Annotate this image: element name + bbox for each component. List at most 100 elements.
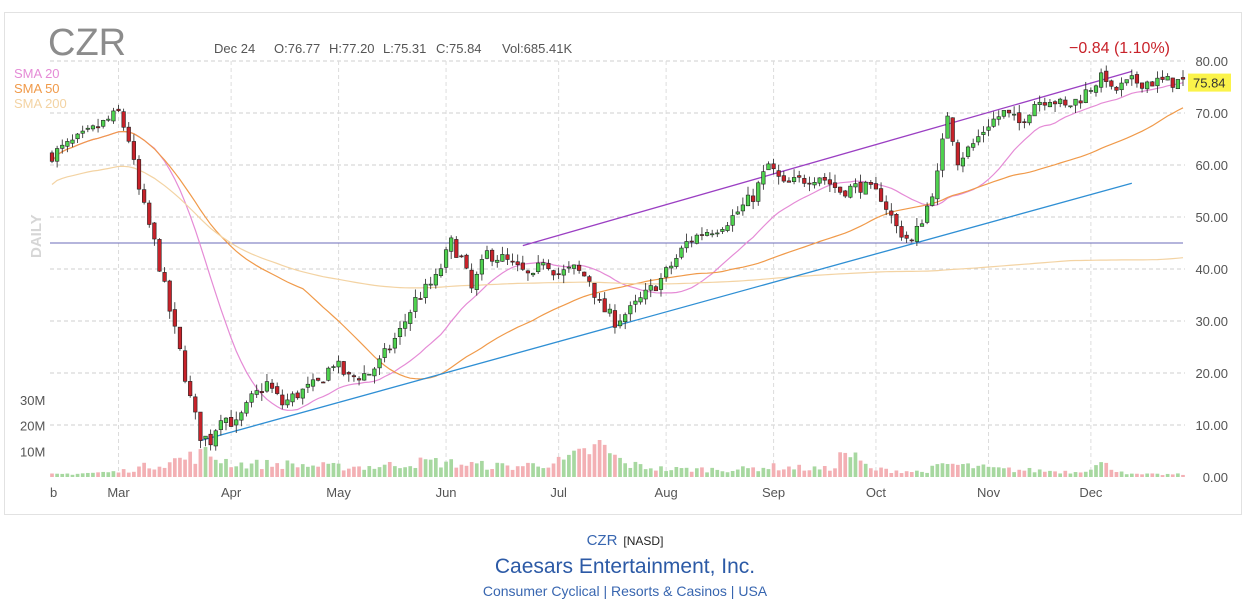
candle-up (674, 258, 679, 267)
price-tick-label: 20.00 (1195, 366, 1228, 381)
volume-bar (577, 448, 581, 477)
candle (469, 263, 474, 294)
volume-bar (147, 468, 152, 477)
candle (735, 206, 740, 216)
candle (65, 138, 70, 153)
month-label: b (50, 485, 57, 500)
volume-bar (817, 469, 822, 477)
candle-up (223, 417, 229, 423)
volume-bar (490, 469, 494, 477)
candle (459, 254, 464, 258)
candle (300, 388, 305, 405)
volume-bar (60, 473, 65, 477)
candle-up (965, 146, 971, 157)
volume-bar (70, 474, 75, 477)
footer-company-name[interactable]: Caesars Entertainment, Inc. (494, 555, 756, 578)
candle-up (362, 373, 367, 381)
candle-up (433, 274, 438, 286)
candle (234, 411, 239, 433)
candle-up (704, 232, 710, 236)
candle (126, 122, 131, 144)
candle-up (725, 225, 730, 231)
candle-down (587, 276, 592, 282)
volume-bar (75, 473, 80, 477)
volume-bar (362, 469, 367, 477)
candle (408, 309, 413, 331)
month-label: Sep (762, 485, 785, 500)
price-tick-label: 50.00 (1195, 210, 1228, 225)
candle-up (443, 249, 449, 268)
candle (884, 195, 889, 216)
candle (316, 377, 321, 382)
footer-ticker[interactable]: CZR (586, 532, 618, 549)
candle (438, 263, 444, 278)
volume-bar (715, 469, 720, 477)
candle-up (740, 204, 745, 212)
month-label: Apr (221, 485, 242, 500)
volume-bar (1114, 472, 1119, 477)
candle-up (331, 366, 336, 368)
candle (382, 343, 387, 363)
volume-bar (822, 466, 827, 477)
volume-bar (531, 463, 535, 477)
volume-bar (694, 468, 699, 477)
candle-down (751, 195, 756, 202)
candle (101, 119, 106, 129)
candle (664, 265, 669, 282)
candle-down (597, 299, 602, 301)
candle (996, 110, 1001, 126)
candle (49, 150, 55, 164)
candle (771, 158, 776, 175)
candle (454, 236, 459, 258)
volume-bar (270, 466, 274, 477)
volume-bar (111, 471, 116, 477)
month-label: Jun (436, 485, 457, 500)
candle-up (423, 283, 428, 299)
candle-up (106, 118, 111, 121)
volume-bar (382, 464, 387, 477)
ohlc-close: C:75.84 (436, 41, 482, 56)
volume-bar (643, 469, 648, 477)
candle (525, 269, 531, 281)
candle (1124, 79, 1129, 86)
volume-bar (961, 464, 965, 477)
candle (1012, 106, 1017, 121)
volume-bar (915, 470, 919, 477)
candle (1047, 98, 1053, 108)
candle-up (408, 312, 413, 324)
candle-down (1180, 77, 1186, 80)
candle (776, 164, 781, 185)
candle-up (474, 273, 479, 290)
candle-up (495, 259, 500, 263)
volume-bar (306, 466, 310, 477)
volume-bar (55, 473, 59, 477)
volume-bar (162, 467, 167, 477)
candle-up (745, 194, 751, 207)
candle-down (182, 350, 188, 382)
candle (699, 227, 705, 241)
candle-down (909, 239, 914, 242)
candle-up (85, 127, 90, 130)
volume-bar (766, 469, 771, 477)
candle-up (1037, 101, 1042, 106)
price-tick-label: 80.00 (1195, 54, 1228, 69)
sma-200-line (51, 165, 1184, 289)
footer-sector-line[interactable]: Consumer Cyclical | Resorts & Casinos | … (482, 583, 768, 599)
volume-bar (981, 464, 986, 477)
volume-bar (945, 464, 950, 477)
candle-up (536, 262, 541, 273)
footer-exchange: [NASD] (623, 534, 664, 548)
volume-bar (1165, 473, 1170, 477)
candle (986, 119, 991, 137)
volume-bar (1032, 472, 1037, 477)
candle (1052, 100, 1058, 112)
candle (1150, 80, 1155, 87)
volume-bar (536, 466, 541, 477)
candle (142, 183, 147, 205)
volume-bar (1124, 474, 1129, 477)
candle (991, 111, 996, 128)
candle (362, 365, 367, 381)
candle (566, 261, 571, 273)
candle-up (791, 177, 797, 182)
volume-bar (449, 459, 454, 477)
